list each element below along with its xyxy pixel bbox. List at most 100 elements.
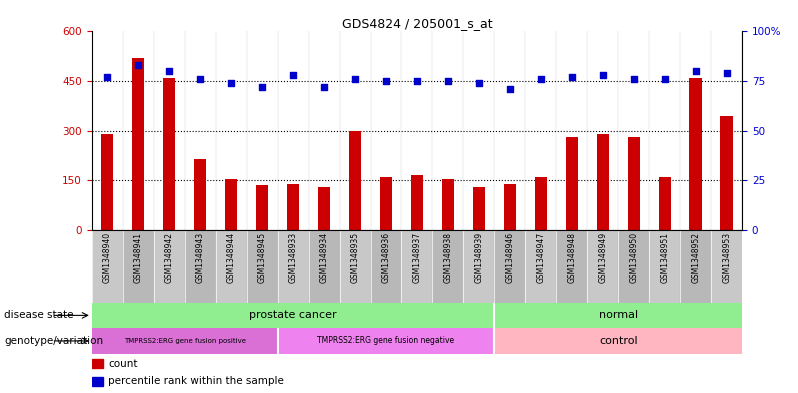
- Bar: [309, 230, 339, 303]
- Bar: [618, 230, 650, 303]
- Point: [318, 84, 330, 90]
- Bar: [658, 177, 671, 230]
- Text: GSM1348934: GSM1348934: [319, 232, 329, 283]
- Bar: [225, 179, 237, 230]
- Bar: [495, 230, 525, 303]
- Bar: [101, 134, 113, 230]
- Bar: [256, 185, 268, 230]
- Bar: [194, 159, 207, 230]
- Text: GSM1348939: GSM1348939: [474, 232, 484, 283]
- Text: GSM1348942: GSM1348942: [164, 232, 174, 283]
- Text: genotype/variation: genotype/variation: [4, 336, 103, 346]
- Bar: [247, 230, 278, 303]
- Bar: [411, 175, 423, 230]
- Text: GSM1348948: GSM1348948: [567, 232, 576, 283]
- Point: [535, 76, 547, 82]
- Text: GSM1348943: GSM1348943: [196, 232, 204, 283]
- Text: GSM1348950: GSM1348950: [630, 232, 638, 283]
- Text: GSM1348945: GSM1348945: [258, 232, 267, 283]
- Bar: [132, 58, 144, 230]
- Text: GSM1348946: GSM1348946: [505, 232, 515, 283]
- Bar: [215, 230, 247, 303]
- Bar: [472, 187, 485, 230]
- Bar: [92, 359, 104, 368]
- Title: GDS4824 / 205001_s_at: GDS4824 / 205001_s_at: [342, 17, 492, 30]
- Bar: [566, 137, 578, 230]
- Bar: [92, 328, 278, 354]
- Bar: [163, 78, 176, 230]
- Text: TMPRSS2:ERG gene fusion positive: TMPRSS2:ERG gene fusion positive: [124, 338, 246, 344]
- Text: GSM1348936: GSM1348936: [381, 232, 390, 283]
- Bar: [92, 303, 495, 328]
- Bar: [721, 116, 733, 230]
- Bar: [370, 230, 401, 303]
- Bar: [184, 230, 215, 303]
- Bar: [442, 179, 454, 230]
- Text: GSM1348947: GSM1348947: [536, 232, 545, 283]
- Text: GSM1348949: GSM1348949: [598, 232, 607, 283]
- Bar: [680, 230, 711, 303]
- Point: [658, 76, 671, 82]
- Point: [596, 72, 609, 78]
- Text: GSM1348952: GSM1348952: [691, 232, 700, 283]
- Bar: [92, 230, 123, 303]
- Point: [566, 74, 579, 80]
- Text: prostate cancer: prostate cancer: [249, 310, 337, 320]
- Bar: [286, 184, 299, 230]
- Text: GSM1348941: GSM1348941: [134, 232, 143, 283]
- Text: GSM1348938: GSM1348938: [444, 232, 452, 283]
- Bar: [349, 130, 361, 230]
- Point: [349, 76, 361, 82]
- Text: GSM1348940: GSM1348940: [103, 232, 112, 283]
- Text: GSM1348951: GSM1348951: [660, 232, 670, 283]
- Bar: [123, 230, 154, 303]
- Bar: [278, 230, 309, 303]
- Bar: [525, 230, 556, 303]
- Bar: [339, 230, 370, 303]
- Bar: [495, 303, 742, 328]
- Bar: [650, 230, 680, 303]
- Bar: [495, 328, 742, 354]
- Text: GSM1348935: GSM1348935: [350, 232, 360, 283]
- Text: TMPRSS2:ERG gene fusion negative: TMPRSS2:ERG gene fusion negative: [318, 336, 455, 345]
- Bar: [318, 187, 330, 230]
- Point: [225, 80, 238, 86]
- Bar: [154, 230, 184, 303]
- Bar: [711, 230, 742, 303]
- Point: [472, 80, 485, 86]
- Point: [255, 84, 268, 90]
- Point: [132, 62, 144, 68]
- Text: percentile rank within the sample: percentile rank within the sample: [108, 376, 284, 386]
- Bar: [433, 230, 464, 303]
- Point: [194, 76, 207, 82]
- Point: [380, 78, 393, 84]
- Bar: [504, 184, 516, 230]
- Text: GSM1348933: GSM1348933: [289, 232, 298, 283]
- Point: [410, 78, 423, 84]
- Point: [627, 76, 640, 82]
- Text: GSM1348944: GSM1348944: [227, 232, 235, 283]
- Point: [163, 68, 176, 74]
- Bar: [689, 78, 702, 230]
- Bar: [597, 134, 609, 230]
- Bar: [92, 376, 104, 386]
- Point: [441, 78, 454, 84]
- Bar: [627, 137, 640, 230]
- Bar: [380, 177, 392, 230]
- Text: disease state: disease state: [4, 310, 73, 320]
- Text: normal: normal: [598, 310, 638, 320]
- Point: [504, 86, 516, 92]
- Bar: [556, 230, 587, 303]
- Text: GSM1348953: GSM1348953: [722, 232, 731, 283]
- Bar: [587, 230, 618, 303]
- Bar: [464, 230, 495, 303]
- Point: [286, 72, 299, 78]
- Text: GSM1348937: GSM1348937: [413, 232, 421, 283]
- Bar: [535, 177, 547, 230]
- Bar: [401, 230, 433, 303]
- Point: [101, 74, 113, 80]
- Text: control: control: [599, 336, 638, 346]
- Point: [689, 68, 702, 74]
- Text: count: count: [108, 358, 137, 369]
- Bar: [278, 328, 495, 354]
